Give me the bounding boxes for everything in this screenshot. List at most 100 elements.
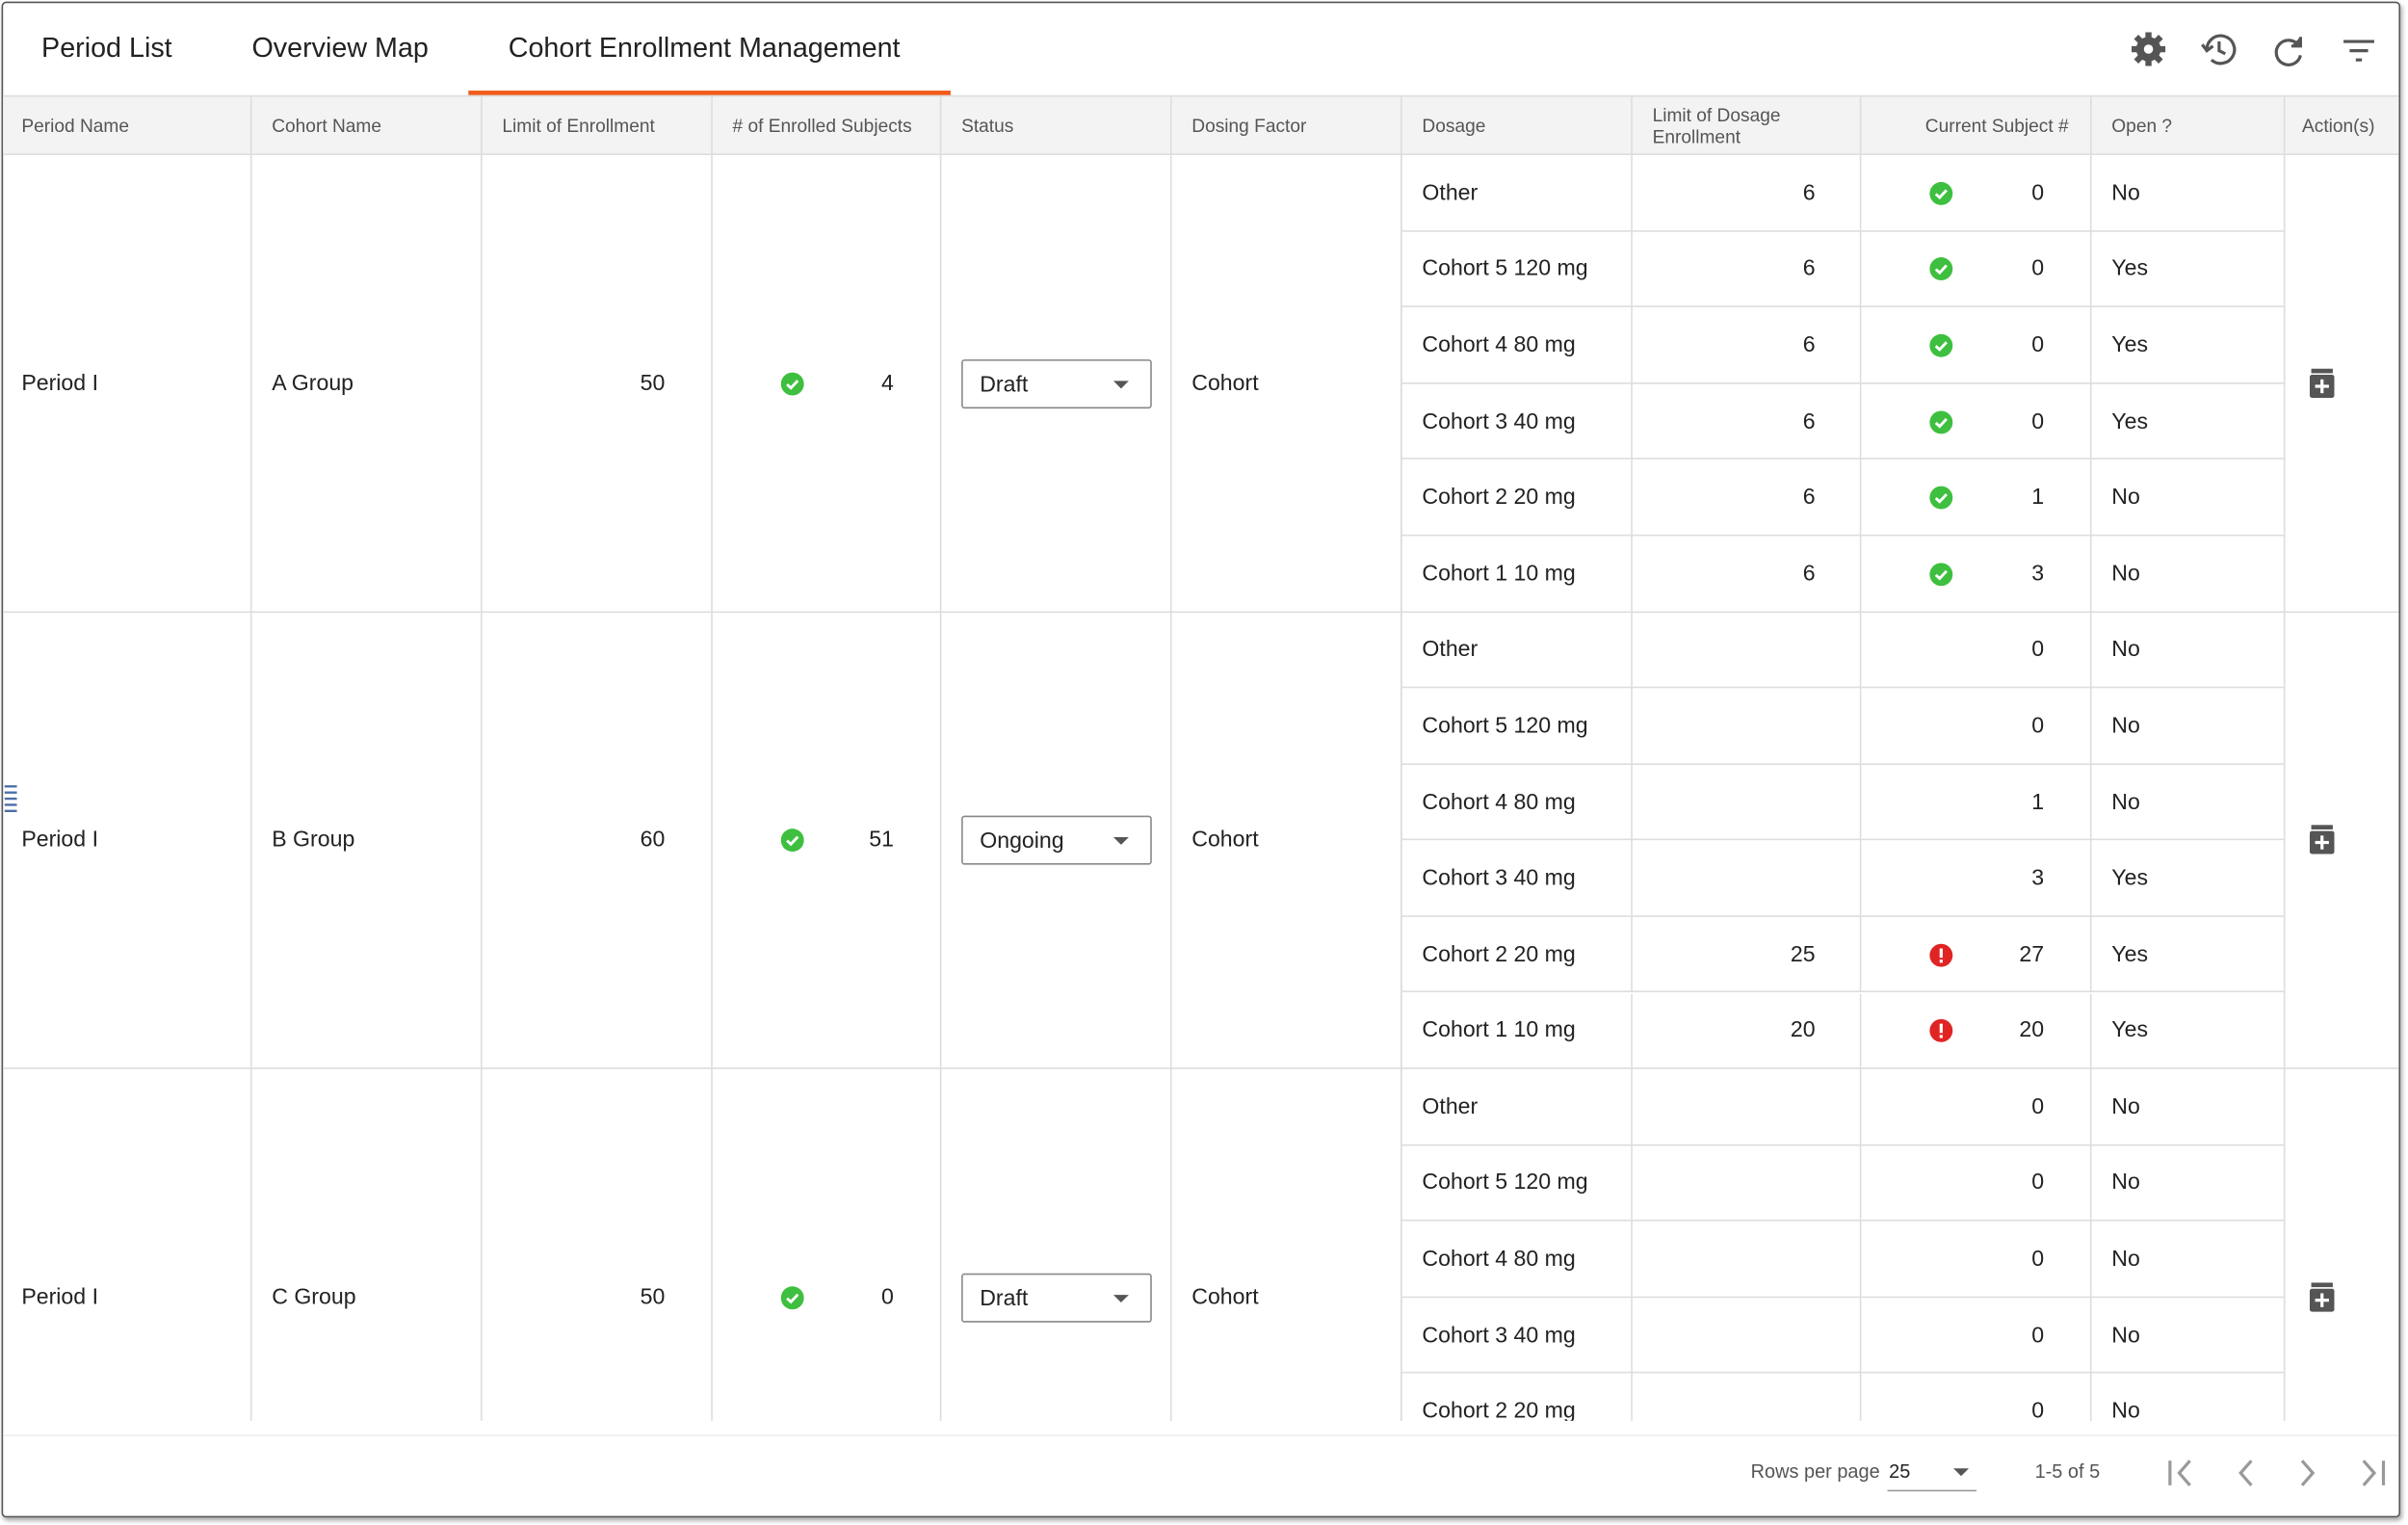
ok-icon	[1929, 409, 1953, 434]
ok-icon	[1929, 181, 1953, 205]
dosage-row	[1400, 916, 2284, 993]
cell: 0	[2031, 1323, 2045, 1349]
cell: 3	[2031, 562, 2045, 587]
column-divider	[1631, 992, 1633, 1069]
rows-per-page-label: Rows per page	[1750, 1460, 1880, 1483]
column-header: Period Name	[21, 115, 129, 137]
column-divider	[1631, 383, 1633, 460]
column-divider	[1859, 383, 1862, 460]
column-divider	[481, 155, 483, 613]
cell: Cohort	[1191, 371, 1259, 396]
tab[interactable]: Overview Map	[251, 31, 429, 63]
column-divider	[1859, 916, 1862, 993]
column-divider	[1631, 1068, 1633, 1145]
cell: No	[2111, 1323, 2140, 1349]
column-divider	[2089, 1297, 2092, 1375]
cell: No	[2111, 180, 2140, 206]
column-divider	[1631, 460, 1633, 537]
cell: No	[2111, 1170, 2140, 1196]
status-dropdown[interactable]: Draft	[961, 358, 1152, 408]
column-header: Limit of Enrollment	[502, 115, 655, 137]
column-divider	[2089, 155, 2092, 232]
column-divider	[1169, 612, 1172, 1069]
column-header: # of Enrolled Subjects	[732, 115, 912, 137]
drag-handle[interactable]	[3, 783, 18, 814]
cell: Cohort 3 40 mg	[1422, 1323, 1576, 1349]
rows-per-page-value: 25	[1889, 1460, 1911, 1483]
ok-icon	[1929, 563, 1953, 586]
column-divider	[1859, 1144, 1862, 1222]
cell: Cohort	[1191, 1285, 1259, 1310]
cell: 0	[2031, 638, 2045, 663]
cell: 6	[1802, 562, 1816, 587]
cell: Cohort 5 120 mg	[1422, 256, 1588, 282]
cell: Period I	[21, 1285, 99, 1310]
cell: No	[2111, 1094, 2140, 1119]
refresh-icon[interactable]	[2274, 37, 2303, 66]
column-divider	[481, 612, 483, 1069]
filter-icon[interactable]	[2343, 39, 2374, 62]
column-divider	[2089, 1068, 2092, 1145]
add-action-button[interactable]	[2308, 368, 2336, 399]
cell: 0	[2031, 332, 2045, 358]
column-divider	[2089, 460, 2092, 537]
cell: 1	[2031, 790, 2045, 815]
history-icon[interactable]	[2201, 34, 2237, 66]
column-divider	[1631, 96, 1633, 156]
column-divider	[1631, 1221, 1633, 1298]
ok-icon	[1929, 257, 1953, 281]
status-dropdown[interactable]: Ongoing	[961, 816, 1152, 866]
column-divider	[2089, 612, 2092, 689]
cell: Yes	[2111, 1018, 2149, 1044]
status-value: Ongoing	[980, 829, 1064, 855]
cell: 1	[2031, 486, 2045, 511]
status-dropdown[interactable]: Draft	[961, 1273, 1152, 1323]
header-row	[3, 94, 2399, 156]
cell: Cohort	[1191, 828, 1259, 854]
add-action-button[interactable]	[2308, 825, 2336, 856]
status-value: Draft	[980, 373, 1029, 398]
pagination-nav[interactable]	[2162, 1455, 2393, 1491]
cell: 27	[2019, 942, 2045, 967]
column-divider	[2089, 992, 2092, 1069]
rows-per-page-select[interactable]: 25	[1887, 1455, 1976, 1492]
cell: 6	[1802, 256, 1816, 282]
tab[interactable]: Period List	[41, 31, 172, 63]
cell: 4	[881, 371, 894, 396]
cell: 6	[1802, 180, 1816, 206]
column-divider	[249, 155, 252, 613]
dosage-row	[1400, 688, 2284, 765]
column-divider	[249, 612, 252, 1069]
column-divider	[1859, 688, 1862, 765]
column-divider	[1631, 764, 1633, 841]
column-divider	[1400, 96, 1402, 156]
column-divider	[1859, 155, 1862, 232]
cell: 0	[2031, 180, 2045, 206]
cell: No	[2111, 1399, 2140, 1421]
settings-icon[interactable]	[2132, 32, 2166, 66]
cell: Cohort 2 20 mg	[1422, 486, 1576, 511]
dosage-row	[1400, 307, 2284, 384]
cell: Yes	[2111, 332, 2149, 358]
tab[interactable]: Cohort Enrollment Management	[508, 31, 901, 63]
column-divider	[2089, 231, 2092, 308]
column-divider	[1631, 155, 1633, 232]
cell: Yes	[2111, 256, 2149, 282]
column-divider	[1859, 612, 1862, 689]
cell: 0	[2031, 1247, 2045, 1273]
column-header: Action(s)	[2302, 115, 2375, 137]
column-divider	[481, 96, 483, 156]
cell: No	[2111, 638, 2140, 663]
column-divider	[2089, 307, 2092, 384]
cell: Cohort 5 120 mg	[1422, 1170, 1588, 1196]
page-range: 1-5 of 5	[2034, 1460, 2101, 1483]
dropdown-caret	[1112, 381, 1129, 388]
cell: 25	[1790, 942, 1816, 967]
column-divider	[1169, 155, 1172, 613]
column-header: Limit of Dosage Enrollment	[1652, 104, 1781, 148]
dosage-row	[1400, 764, 2284, 841]
add-action-button[interactable]	[2308, 1281, 2336, 1313]
cell: 0	[2031, 256, 2045, 282]
cell: 6	[1802, 486, 1816, 511]
